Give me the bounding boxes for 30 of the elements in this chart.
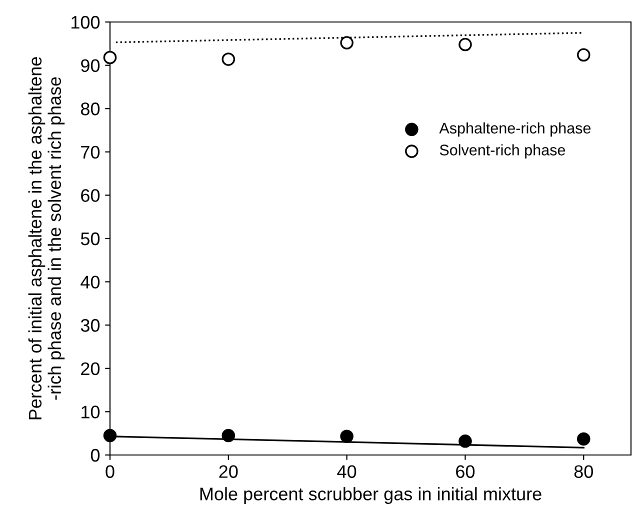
y-tick-label: 0: [90, 448, 100, 462]
point: [340, 36, 354, 50]
point: [458, 434, 472, 448]
point: [576, 432, 590, 446]
x-tick-label: 0: [106, 465, 114, 478]
point: [103, 428, 117, 442]
y-axis-title: Percent of initial asphaltene in the asphaltene -rich phase and in the solvent rich phase: [28, 57, 65, 420]
y-tick-label: 90: [81, 59, 100, 72]
x-tick-label: 60: [456, 465, 475, 478]
y-tick-label: 100: [72, 16, 100, 29]
y-tick-label: 80: [80, 102, 100, 116]
x-axis-title: Mole percent scrubber gas in initial mixture: [200, 487, 542, 504]
point: [340, 430, 354, 444]
legend-label: Solvent-rich phase: [440, 144, 566, 158]
legend-label: Asphaltene-rich phase: [439, 122, 591, 137]
y-tick-label: 10: [82, 406, 100, 418]
y-tick-label: 70: [81, 146, 100, 159]
point: [222, 52, 236, 66]
point: [103, 50, 117, 64]
x-tick-label: 80: [574, 465, 593, 478]
y-tick-label: 50: [80, 232, 100, 246]
y-tick-label: 20: [81, 362, 100, 376]
y-tick-label: 60: [81, 189, 100, 202]
point: [576, 48, 590, 62]
point: [458, 38, 472, 52]
point: [222, 428, 236, 442]
y-tick-label: 30: [80, 319, 100, 332]
y-tick-label: 40: [80, 276, 100, 289]
x-tick-label: 40: [337, 465, 356, 478]
x-tick-label: 20: [219, 465, 238, 478]
